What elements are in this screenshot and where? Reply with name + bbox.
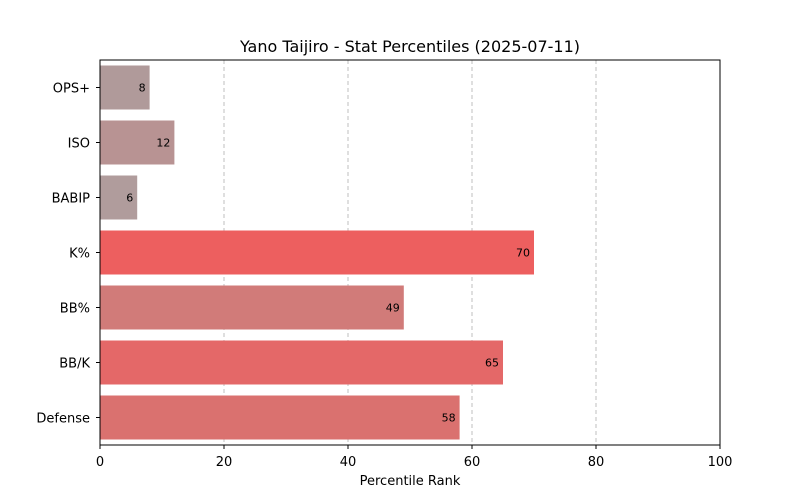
x-tick-label: 100 (708, 455, 733, 470)
bar (100, 65, 150, 110)
y-axis-ticks: OPS+ ISO BABIP K% BB% BB/K Defense (36, 82, 100, 427)
x-tick-label: 20 (216, 455, 233, 470)
bar (100, 340, 503, 385)
bars (100, 65, 534, 440)
bar (100, 230, 534, 275)
bar-value-label: 58 (442, 412, 456, 425)
bar-value-label: 65 (485, 357, 499, 370)
y-tick-label: BB/K (59, 357, 90, 372)
bar-value-label: 49 (386, 302, 400, 315)
data-labels: 8 12 6 70 49 65 58 (126, 82, 530, 425)
x-tick-label: 40 (340, 455, 357, 470)
x-tick-label: 0 (96, 455, 104, 470)
x-tick-label: 60 (464, 455, 481, 470)
bar-value-label: 12 (156, 137, 170, 150)
bar (100, 175, 138, 220)
x-axis-label: Percentile Rank (360, 474, 461, 489)
x-axis-ticks: 0 20 40 60 80 100 (96, 445, 733, 470)
y-tick-label: OPS+ (53, 82, 90, 97)
y-tick-label: BABIP (52, 192, 91, 207)
bar-value-label: 6 (126, 192, 133, 205)
chart-title: Yano Taijiro - Stat Percentiles (2025-07… (239, 37, 580, 56)
bar-value-label: 8 (139, 82, 146, 95)
bar (100, 285, 404, 330)
y-tick-label: K% (69, 247, 90, 262)
bar (100, 395, 460, 440)
y-tick-label: Defense (36, 412, 90, 427)
x-tick-label: 80 (588, 455, 605, 470)
y-tick-label: BB% (60, 302, 90, 317)
y-tick-label: ISO (68, 137, 90, 152)
bar-value-label: 70 (516, 247, 530, 260)
bar (100, 120, 175, 165)
